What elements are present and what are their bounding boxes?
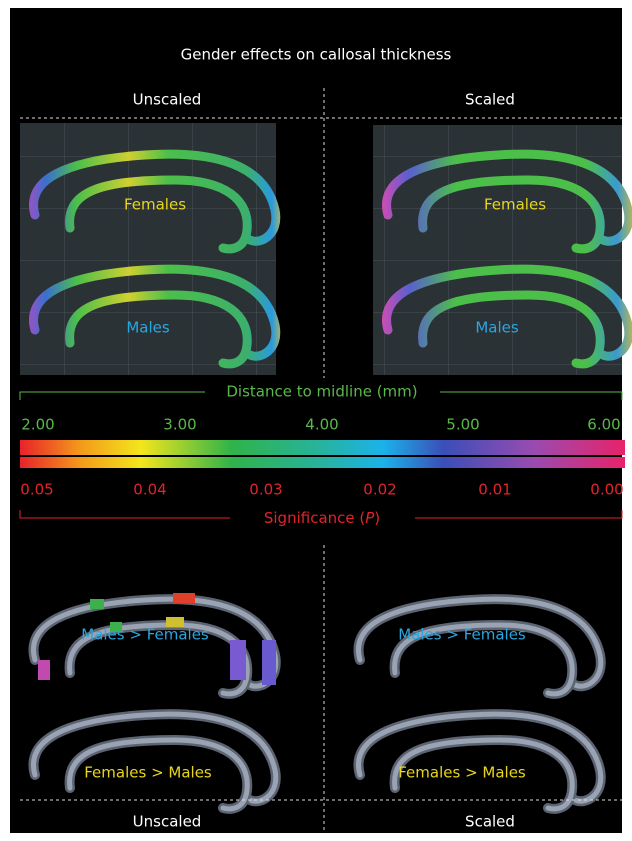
tick: 4.00 [305, 416, 338, 434]
color-bar [20, 457, 625, 468]
label-part: ) [374, 509, 380, 527]
label: Females [124, 196, 186, 214]
figure: Gender effects on callosal thickness Uns… [0, 0, 632, 841]
header: Scaled [465, 813, 515, 831]
tick: 5.00 [446, 416, 479, 434]
tick: 6.00 [587, 416, 620, 434]
label-part: Significance ( [264, 509, 365, 527]
tick: 3.00 [163, 416, 196, 434]
title: Gender effects on callosal thickness [181, 46, 452, 64]
tick: 2.00 [21, 416, 54, 434]
tick: 0.01 [478, 481, 511, 499]
label: Males > Females [398, 626, 526, 644]
header: Unscaled [133, 91, 202, 109]
tick: 0.03 [249, 481, 282, 499]
label: Males > Females [81, 626, 209, 644]
tick: 0.05 [20, 481, 53, 499]
tick: 0.02 [363, 481, 396, 499]
label: Males [126, 319, 170, 337]
label: Females > Males [84, 764, 212, 782]
header: Unscaled [133, 813, 202, 831]
scale-label: Significance (P) [264, 509, 380, 527]
tick: 0.00 [590, 481, 623, 499]
label: Females [484, 196, 546, 214]
label: Males [475, 319, 519, 337]
scale-label: Distance to midline (mm) [226, 383, 417, 401]
color-bar [20, 440, 625, 455]
tick: 0.04 [133, 481, 166, 499]
label: Females > Males [398, 764, 526, 782]
header: Scaled [465, 91, 515, 109]
